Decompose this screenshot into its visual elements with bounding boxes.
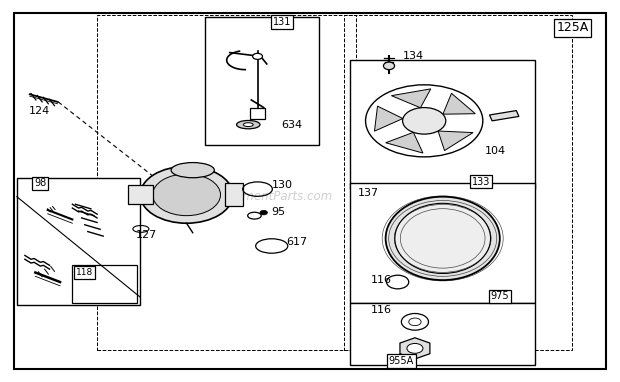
Text: 116: 116 — [371, 306, 391, 316]
Bar — [73, 265, 137, 303]
Polygon shape — [386, 132, 423, 153]
Text: 133: 133 — [472, 176, 490, 186]
Text: 617: 617 — [286, 237, 307, 247]
Text: 116: 116 — [371, 275, 391, 285]
Ellipse shape — [171, 163, 215, 178]
Text: 131: 131 — [273, 17, 291, 27]
Text: 634: 634 — [281, 120, 302, 129]
Bar — [205, 16, 319, 146]
Text: 130: 130 — [272, 180, 293, 189]
Polygon shape — [374, 106, 403, 131]
Bar — [225, 183, 243, 206]
Bar — [250, 108, 265, 119]
Circle shape — [402, 108, 446, 134]
Circle shape — [260, 210, 267, 215]
Circle shape — [252, 53, 262, 60]
Text: eReplacementParts.com: eReplacementParts.com — [188, 190, 333, 203]
Text: 124: 124 — [29, 106, 50, 117]
Circle shape — [140, 166, 233, 223]
Polygon shape — [400, 338, 430, 359]
Bar — [17, 178, 140, 305]
Bar — [97, 15, 356, 350]
Ellipse shape — [243, 123, 253, 126]
Ellipse shape — [237, 120, 260, 129]
Bar — [490, 110, 519, 121]
Text: 134: 134 — [403, 51, 424, 62]
Text: 95: 95 — [271, 207, 285, 217]
Ellipse shape — [383, 62, 394, 70]
Ellipse shape — [395, 203, 490, 274]
Bar — [128, 185, 153, 204]
Text: 137: 137 — [358, 188, 379, 198]
Bar — [350, 183, 535, 303]
Bar — [344, 15, 572, 350]
Ellipse shape — [386, 197, 500, 280]
Text: 104: 104 — [485, 146, 506, 156]
Polygon shape — [438, 131, 473, 151]
Circle shape — [153, 174, 221, 216]
Text: 98: 98 — [34, 178, 46, 188]
Text: 118: 118 — [76, 268, 94, 277]
Bar — [350, 60, 535, 189]
Polygon shape — [443, 93, 476, 114]
Text: 127: 127 — [136, 230, 157, 240]
Text: 955A: 955A — [389, 356, 414, 366]
Text: 975: 975 — [491, 291, 510, 301]
Bar — [350, 303, 535, 366]
Polygon shape — [391, 89, 431, 108]
Circle shape — [407, 343, 423, 353]
Text: 125A: 125A — [556, 21, 588, 34]
